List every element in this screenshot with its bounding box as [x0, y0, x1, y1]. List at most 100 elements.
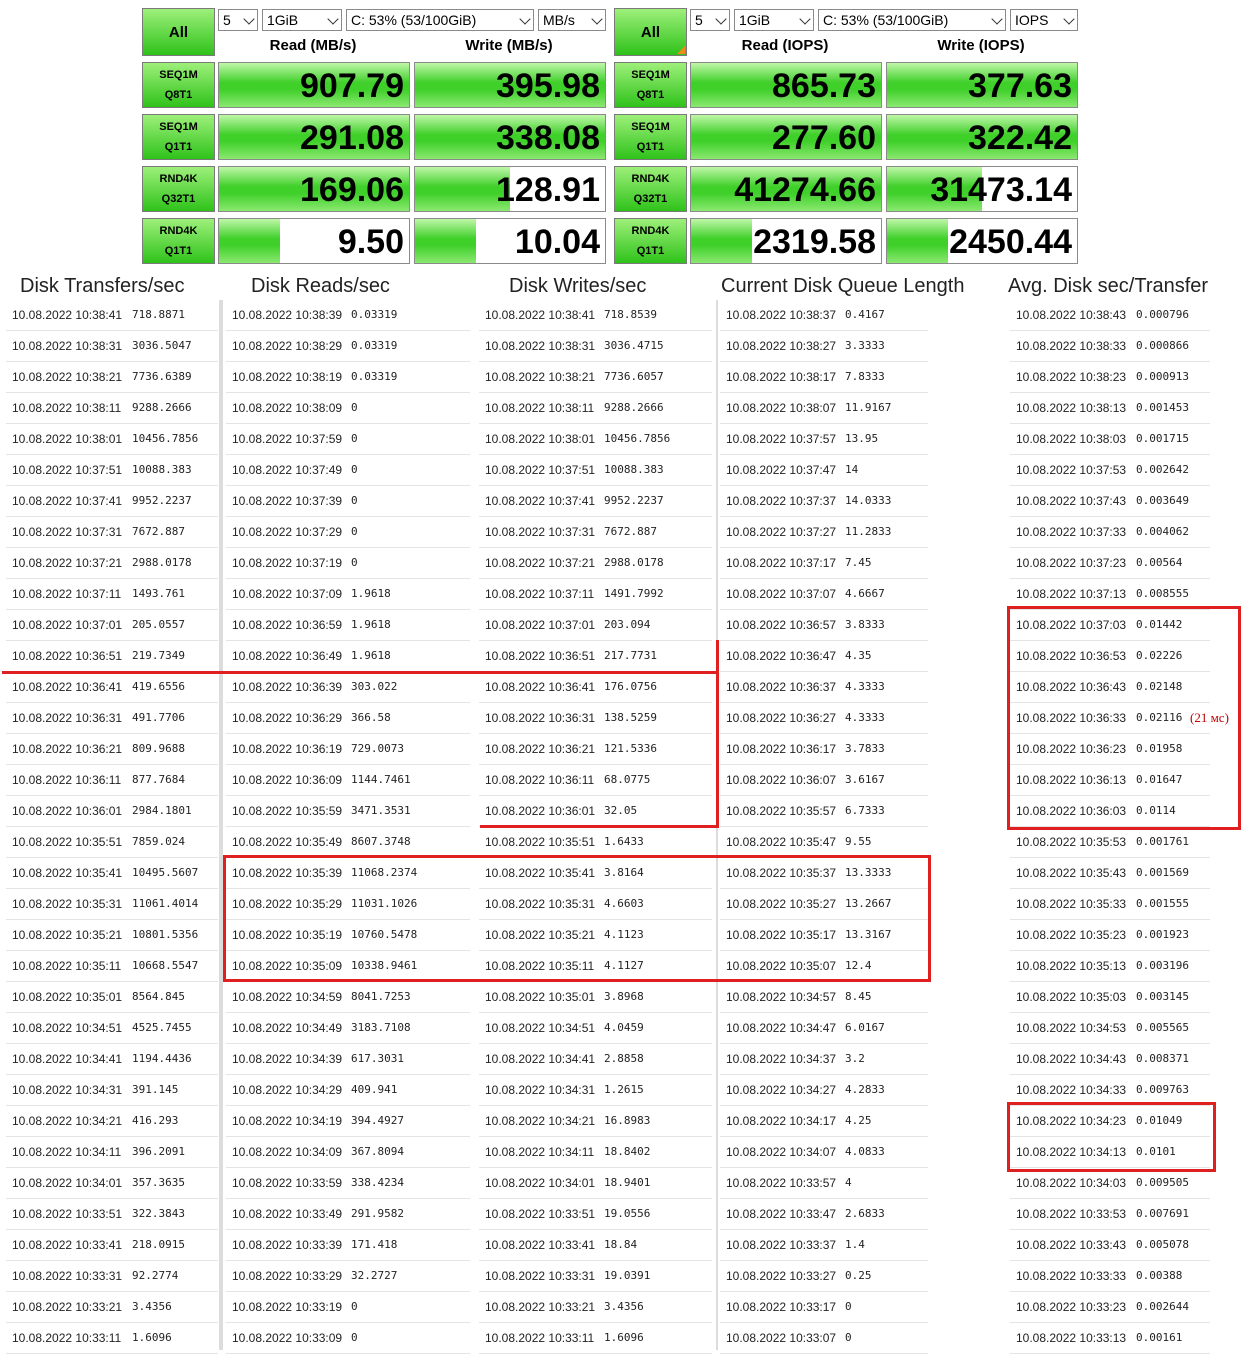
size-select[interactable]: 1GiB — [262, 9, 342, 31]
test-row-button[interactable]: RND4K Q32T1 — [614, 166, 687, 212]
timestamp: 10.08.2022 10:34:41 — [485, 1052, 596, 1066]
counter-value: 3471.3531 — [351, 804, 411, 817]
counter-value: 0.001923 — [1136, 928, 1189, 941]
timestamp: 10.08.2022 10:34:07 — [726, 1145, 837, 1159]
table-row: 10.08.2022 10:36:01 32.05 — [479, 796, 712, 827]
read-result-value: 277.60 — [772, 119, 876, 157]
highlight-line — [480, 825, 719, 828]
counter-value: 8607.3748 — [351, 835, 411, 848]
timestamp: 10.08.2022 10:37:49 — [232, 463, 343, 477]
counter-value: 0.01958 — [1136, 742, 1183, 755]
read-result-cell: 169.06 — [218, 166, 410, 212]
counter-value: 10456.7856 — [132, 432, 199, 445]
test-row-button[interactable]: RND4K Q32T1 — [142, 166, 215, 212]
test-row-button[interactable]: SEQ1M Q1T1 — [142, 114, 215, 160]
table-row: 10.08.2022 10:33:19 0 — [226, 1292, 470, 1323]
unit-select[interactable]: MB/s — [538, 9, 606, 31]
table-row: 10.08.2022 10:36:11 877.7684 — [6, 765, 218, 796]
counter-value: 8041.7253 — [351, 990, 411, 1003]
drive-select[interactable]: C: 53% (53/100GiB) — [346, 9, 534, 31]
counter-value: 3.7833 — [845, 742, 885, 755]
run-all-label: All — [168, 23, 189, 41]
counter-value: 32.05 — [604, 804, 638, 817]
test-row-button[interactable]: SEQ1M Q1T1 — [614, 114, 687, 160]
counter-value: 1.2615 — [604, 1083, 644, 1096]
counter-value: 0.03319 — [351, 370, 398, 383]
counter-value: 4.25 — [845, 1114, 872, 1127]
chevron-down-icon — [591, 13, 603, 25]
table-row: 10.08.2022 10:35:31 4.6603 — [479, 889, 712, 920]
table-row: 10.08.2022 10:35:01 3.8968 — [479, 982, 712, 1013]
counter-value: 0.002644 — [1136, 1300, 1189, 1313]
counter-value: 11.9167 — [845, 401, 892, 414]
timestamp: 10.08.2022 10:34:37 — [726, 1052, 837, 1066]
table-row: 10.08.2022 10:36:51 219.7349 — [6, 641, 218, 672]
table-row: 10.08.2022 10:34:39 617.3031 — [226, 1044, 470, 1075]
table-row: 10.08.2022 10:36:21 121.5336 — [479, 734, 712, 765]
counter-value: 11.2833 — [845, 525, 892, 538]
test-row-button[interactable]: SEQ1M Q8T1 — [614, 62, 687, 108]
timestamp: 10.08.2022 10:36:21 — [485, 742, 596, 756]
counter-value: 729.0073 — [351, 742, 404, 755]
test-row-button[interactable]: RND4K Q1T1 — [614, 218, 687, 264]
timestamp: 10.08.2022 10:33:19 — [232, 1300, 343, 1314]
table-row: 10.08.2022 10:38:29 0.03319 — [226, 331, 470, 362]
table-row: 10.08.2022 10:37:13 0.008555 — [1010, 579, 1210, 610]
timestamp: 10.08.2022 10:35:51 — [485, 835, 596, 849]
counter-value: 0.003196 — [1136, 959, 1189, 972]
timestamp: 10.08.2022 10:37:23 — [1016, 556, 1127, 570]
table-row: 10.08.2022 10:37:09 1.9618 — [226, 579, 470, 610]
count-select[interactable]: 5 — [690, 9, 730, 31]
timestamp: 10.08.2022 10:34:03 — [1016, 1176, 1127, 1190]
table-row: 10.08.2022 10:34:31 391.145 — [6, 1075, 218, 1106]
table-row: 10.08.2022 10:33:11 1.6096 — [479, 1323, 712, 1354]
run-all-button[interactable]: All — [614, 8, 687, 56]
counter-value: 0.000913 — [1136, 370, 1189, 383]
counter-value: 0.02116 — [1136, 711, 1183, 724]
counter-value: 18.84 — [604, 1238, 638, 1251]
counter-value: 0.005078 — [1136, 1238, 1189, 1251]
write-result-value: 10.04 — [514, 223, 600, 261]
timestamp: 10.08.2022 10:37:21 — [485, 556, 596, 570]
table-row: 10.08.2022 10:38:37 0.4167 — [720, 300, 928, 331]
test-params: Q32T1 — [161, 193, 196, 205]
timestamp: 10.08.2022 10:34:31 — [485, 1083, 596, 1097]
counter-value: 1491.7992 — [604, 587, 664, 600]
table-row: 10.08.2022 10:36:27 4.3333 — [720, 703, 928, 734]
size-select[interactable]: 1GiB — [734, 9, 814, 31]
test-row-button[interactable]: RND4K Q1T1 — [142, 218, 215, 264]
test-params: Q1T1 — [636, 141, 665, 153]
count-select[interactable]: 5 — [218, 9, 258, 31]
timestamp: 10.08.2022 10:35:13 — [1016, 959, 1127, 973]
counter-value: 0.01049 — [1136, 1114, 1183, 1127]
counter-value: 1144.7461 — [351, 773, 411, 786]
timestamp: 10.08.2022 10:36:13 — [1016, 773, 1127, 787]
test-row-button[interactable]: SEQ1M Q8T1 — [142, 62, 215, 108]
timestamp: 10.08.2022 10:36:41 — [12, 680, 123, 694]
counter-value: 0.001555 — [1136, 897, 1189, 910]
counter-value: 10495.5607 — [132, 866, 199, 879]
table-row: 10.08.2022 10:35:03 0.003145 — [1010, 982, 1210, 1013]
run-all-button[interactable]: All — [142, 8, 215, 56]
unit-select[interactable]: IOPS — [1010, 9, 1078, 31]
read-result-bar — [691, 219, 752, 263]
counter-value: 718.8539 — [604, 308, 657, 321]
timestamp: 10.08.2022 10:36:09 — [232, 773, 343, 787]
test-name: SEQ1M — [631, 69, 670, 81]
table-row: 10.08.2022 10:34:23 0.01049 — [1010, 1106, 1210, 1137]
timestamp: 10.08.2022 10:38:21 — [485, 370, 596, 384]
timestamp: 10.08.2022 10:33:31 — [12, 1269, 123, 1283]
write-header: Write (IOPS) — [937, 37, 1025, 54]
drive-select[interactable]: C: 53% (53/100GiB) — [818, 9, 1006, 31]
table-row: 10.08.2022 10:33:13 0.00161 — [1010, 1323, 1210, 1354]
table-row: 10.08.2022 10:37:51 10088.383 — [479, 455, 712, 486]
timestamp: 10.08.2022 10:36:47 — [726, 649, 837, 663]
table-row: 10.08.2022 10:35:41 10495.5607 — [6, 858, 218, 889]
counter-value: 4.3333 — [845, 711, 885, 724]
table-row: 10.08.2022 10:37:01 203.094 — [479, 610, 712, 641]
timestamp: 10.08.2022 10:33:21 — [12, 1300, 123, 1314]
timestamp: 10.08.2022 10:34:11 — [485, 1145, 595, 1159]
table-row: 10.08.2022 10:38:21 7736.6389 — [6, 362, 218, 393]
timestamp: 10.08.2022 10:35:03 — [1016, 990, 1127, 1004]
timestamp: 10.08.2022 10:38:23 — [1016, 370, 1127, 384]
